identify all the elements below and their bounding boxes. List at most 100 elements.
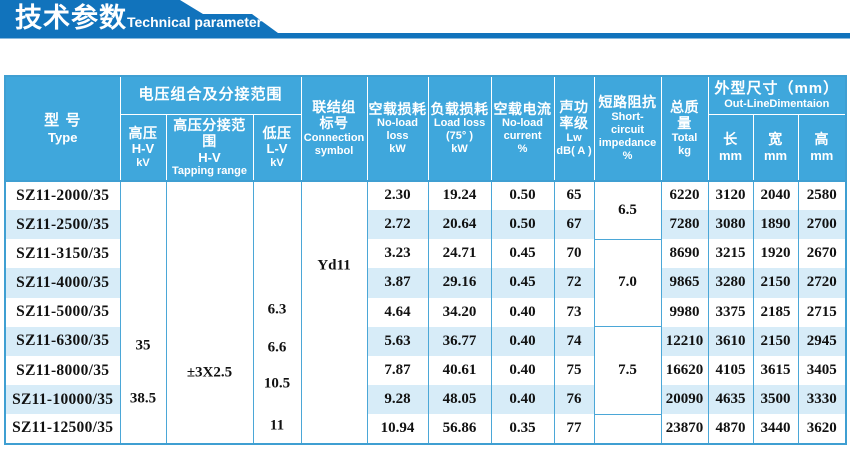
- cell-model: SZ11-4000/35: [4, 268, 121, 298]
- tapping-value: ±3X2.5: [186, 364, 233, 381]
- col-header-hv: 高压 H-V kV: [119, 113, 167, 182]
- cell-sound-level: 65: [553, 179, 595, 211]
- col-header-mass-en: Total: [671, 131, 698, 144]
- col-header-connection: 联结组 标号 Connection symbol: [300, 75, 368, 182]
- table-row: SZ11-6300/35 5.63 36.77 0.40 74 7.5 12210 3610 2…: [4, 326, 847, 415]
- cell-model: SZ11-12500/35: [4, 414, 121, 444]
- col-header-type-zh: 型 号: [44, 111, 82, 129]
- col-header-connection-en2: symbol: [314, 144, 354, 157]
- col-header-width: 宽 mm: [752, 113, 799, 182]
- col-header-hv-en: H-V: [131, 141, 155, 157]
- col-header-lv-zh: 低压: [262, 124, 292, 141]
- cell-length: 4635: [707, 385, 754, 415]
- cell-no-load-current: 0.40: [490, 297, 555, 327]
- cell-total-mass: 6220: [660, 179, 709, 211]
- lv-value: 11: [269, 417, 285, 434]
- col-group-dimensions: 外型尺寸（mm） Out-LineDimentaion: [707, 75, 847, 115]
- cell-width: 2185: [752, 297, 799, 327]
- cell-total-mass: 12210: [660, 326, 709, 356]
- col-header-hv-zh: 高压: [128, 124, 158, 141]
- cell-load-loss: 24.71: [427, 239, 492, 269]
- col-header-sound-en: Lw: [566, 131, 582, 144]
- table-row: SZ11-2000/35 35 38.5 ±3X2.5 6.3 6.6 10.5 11 Yd11…: [4, 179, 847, 444]
- cell-impedance: 7.5: [593, 326, 662, 415]
- cell-no-load-current: 0.50: [490, 210, 555, 240]
- hv-value: 35: [135, 337, 151, 354]
- cell-total-mass: 7280: [660, 210, 709, 240]
- cell-length: 4870: [707, 414, 754, 444]
- cell-no-load-current: 0.45: [490, 268, 555, 298]
- cell-no-load-loss: 7.87: [366, 355, 429, 386]
- cell-no-load-loss: 5.63: [366, 326, 429, 356]
- col-header-no-load-current-zh: 空载电流: [493, 100, 552, 117]
- cell-model: SZ11-5000/35: [4, 297, 121, 327]
- lv-value: 6.6: [267, 339, 287, 356]
- col-header-no-load-current-unit: %: [517, 143, 528, 156]
- cell-width: 3440: [752, 414, 799, 444]
- col-header-load-loss: 负载损耗 Load loss (75° ) kW: [427, 75, 492, 182]
- col-header-no-load-current: 空载电流 No-load current %: [490, 75, 555, 182]
- cell-total-mass: 8690: [660, 239, 709, 269]
- cell-sound-level: 77: [553, 414, 595, 444]
- col-header-hv-unit: kV: [136, 156, 150, 169]
- cell-model: SZ11-2500/35: [4, 210, 121, 240]
- cell-load-loss: 48.05: [427, 385, 492, 415]
- cell-no-load-current: 0.40: [490, 385, 555, 415]
- cell-model: SZ11-3150/35: [4, 239, 121, 269]
- cell-total-mass: 16620: [660, 355, 709, 386]
- cell-length: 4105: [707, 355, 754, 386]
- col-header-lv: 低压 L-V kV: [252, 113, 302, 182]
- cell-height: 2580: [797, 179, 847, 211]
- cell-width: 3615: [752, 355, 799, 386]
- cell-no-load-loss: 9.28: [366, 385, 429, 415]
- col-header-connection-zh1: 联结组: [312, 98, 356, 115]
- col-header-connection-zh2: 标号: [319, 115, 349, 132]
- col-header-load-loss-zh: 负载损耗: [430, 100, 489, 117]
- cell-sound-level: 74: [553, 326, 595, 356]
- col-header-no-load-current-en1: No-load: [502, 117, 543, 130]
- col-header-width-unit: mm: [763, 147, 788, 163]
- cell-length: 3215: [707, 239, 754, 269]
- cell-no-load-loss: 10.94: [366, 414, 429, 444]
- cell-no-load-current: 0.50: [490, 179, 555, 211]
- cell-no-load-loss: 3.23: [366, 239, 429, 269]
- col-header-no-load-loss: 空载损耗 No-load loss kW: [366, 75, 429, 182]
- col-header-sound-level: 声功 率级 Lw dB( A ): [553, 75, 595, 182]
- cell-total-mass: 23870: [660, 414, 709, 444]
- col-header-length-unit: mm: [718, 147, 743, 163]
- cell-impedance: 6.5: [593, 179, 662, 240]
- cell-length: 3375: [707, 297, 754, 327]
- col-header-lv-en: L-V: [266, 141, 288, 157]
- col-header-tapping-unit: Tapping range: [172, 164, 247, 177]
- cell-load-loss: 56.86: [427, 414, 492, 444]
- cell-no-load-loss: 2.30: [366, 179, 429, 211]
- table-header: 型 号 Type 电压组合及分接范围 联结组 标号 Connection sym…: [4, 75, 847, 182]
- parameters-table: 型 号 Type 电压组合及分接范围 联结组 标号 Connection sym…: [4, 75, 848, 445]
- cell-height: 3330: [797, 385, 847, 415]
- table-row: SZ11-12500/35 10.94 56.86 0.35 77 23870 4870 34…: [4, 413, 847, 445]
- col-header-load-loss-en2: (75° ): [446, 130, 474, 143]
- col-header-mass-zh1: 总质: [670, 98, 700, 115]
- cell-width: 2150: [752, 268, 799, 298]
- col-header-no-load-loss-unit: kW: [389, 143, 406, 156]
- table-row: SZ11-8000/35 7.87 40.61 0.40 75 16620 4105 3615…: [4, 355, 847, 386]
- col-header-type-en: Type: [48, 129, 78, 145]
- cell-load-loss: 20.64: [427, 210, 492, 240]
- connection-value: Yd11: [317, 257, 351, 274]
- col-header-lv-unit: kV: [270, 156, 284, 169]
- cell-load-loss: 29.16: [427, 268, 492, 298]
- col-header-height-unit: mm: [810, 147, 834, 163]
- col-header-impedance-zh: 短路阻抗: [598, 94, 657, 111]
- col-header-load-loss-unit: kW: [451, 143, 468, 156]
- cell-width: 2040: [752, 179, 799, 211]
- cell-height: 3405: [797, 355, 847, 386]
- col-header-impedance-en3: impedance: [598, 136, 657, 149]
- cell-length: 3280: [707, 268, 754, 298]
- col-header-tapping-en: H-V: [198, 149, 221, 165]
- col-group-voltage-label: 电压组合及分接范围: [138, 86, 283, 104]
- cell-load-loss: 19.24: [427, 179, 492, 211]
- table-row: SZ11-5000/35 4.64 34.20 0.40 73 9980 3375 2185 2…: [4, 297, 847, 327]
- cell-height: 2945: [797, 326, 847, 356]
- col-header-width-zh: 宽: [768, 131, 783, 148]
